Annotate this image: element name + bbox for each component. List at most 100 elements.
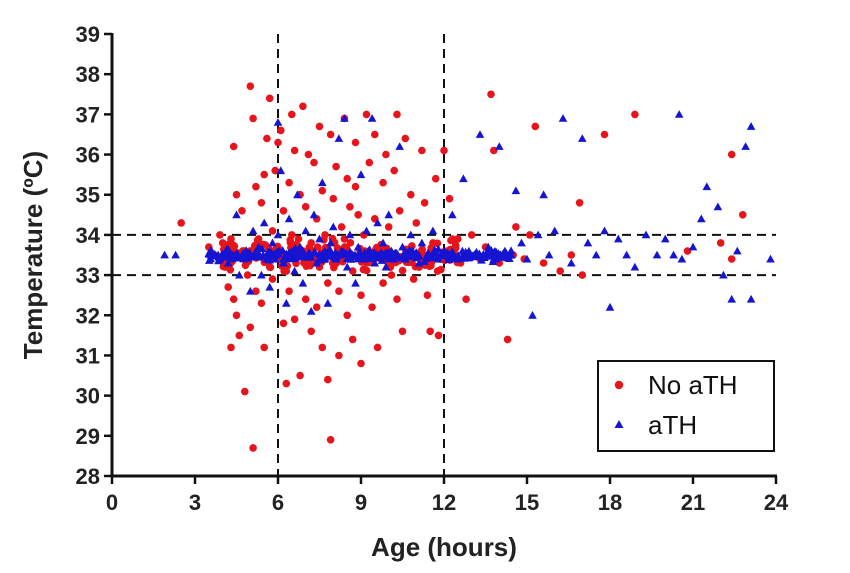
point-ath xyxy=(268,238,277,247)
point-ath xyxy=(329,222,338,231)
point-ath xyxy=(475,130,485,138)
point-ath xyxy=(578,134,587,142)
point-no-ath xyxy=(354,211,363,219)
point-ath xyxy=(412,250,421,259)
point-ath xyxy=(511,186,521,195)
point-no-ath xyxy=(340,243,349,251)
point-ath xyxy=(337,246,346,255)
point-no-ath xyxy=(288,231,296,239)
point-no-ath xyxy=(326,436,335,444)
point-ath xyxy=(384,210,393,219)
point-no-ath xyxy=(218,239,227,247)
point-no-ath xyxy=(306,261,314,270)
point-ath xyxy=(254,248,263,257)
point-no-ath xyxy=(332,162,340,171)
point-ath xyxy=(458,246,467,255)
point-no-ath xyxy=(348,335,357,344)
point-no-ath xyxy=(447,236,455,245)
point-no-ath xyxy=(343,311,352,320)
point-no-ath xyxy=(351,138,360,147)
point-ath xyxy=(276,166,286,175)
x-tick-label: 18 xyxy=(598,490,622,515)
point-ath xyxy=(453,251,463,259)
point-no-ath xyxy=(426,327,435,336)
y-tick-label: 36 xyxy=(76,143,100,168)
point-ath xyxy=(600,226,609,235)
point-no-ath xyxy=(337,223,346,231)
point-no-ath xyxy=(335,351,343,360)
point-ath xyxy=(464,246,474,255)
point-ath xyxy=(295,242,305,251)
x-tick-label: 6 xyxy=(272,490,284,515)
point-ath xyxy=(312,258,321,267)
point-ath xyxy=(583,238,593,247)
point-ath xyxy=(766,254,775,263)
x-axis-label: Age (hours) xyxy=(371,532,517,562)
point-ath xyxy=(550,226,559,235)
point-ath xyxy=(622,250,631,259)
y-tick-label: 28 xyxy=(76,464,100,489)
point-no-ath xyxy=(346,203,354,211)
point-no-ath xyxy=(315,122,324,131)
point-no-ath xyxy=(301,203,310,211)
point-ath xyxy=(258,250,268,259)
point-ath xyxy=(274,248,283,257)
point-no-ath xyxy=(257,299,266,308)
point-no-ath xyxy=(357,291,365,300)
point-no-ath xyxy=(249,114,257,123)
point-no-ath xyxy=(268,227,277,235)
point-no-ath xyxy=(578,271,587,279)
point-no-ath xyxy=(318,343,327,352)
point-no-ath xyxy=(362,266,371,275)
x-tick-label: 15 xyxy=(515,490,539,515)
point-ath xyxy=(248,226,258,235)
point-ath xyxy=(417,238,427,247)
point-no-ath xyxy=(382,150,390,159)
point-ath xyxy=(279,258,288,267)
legend-label-ath: aTH xyxy=(648,410,697,440)
point-ath xyxy=(273,118,283,126)
point-ath xyxy=(235,270,244,279)
point-ath xyxy=(309,210,319,219)
y-tick-label: 29 xyxy=(76,424,100,449)
point-ath xyxy=(345,230,355,239)
point-ath xyxy=(746,122,756,130)
point-no-ath xyxy=(229,142,238,151)
y-tick-label: 30 xyxy=(76,384,100,409)
point-no-ath xyxy=(265,263,274,271)
point-no-ath xyxy=(727,150,736,159)
point-ath xyxy=(318,178,327,187)
point-no-ath xyxy=(351,182,360,191)
point-ath xyxy=(378,238,388,247)
point-no-ath xyxy=(348,267,357,275)
point-ath xyxy=(306,307,316,315)
point-ath xyxy=(669,250,678,259)
point-ath xyxy=(522,254,532,263)
point-ath xyxy=(461,251,471,260)
point-ath xyxy=(605,302,615,311)
y-tick-label: 32 xyxy=(76,303,100,328)
point-no-ath xyxy=(261,241,270,249)
x-tick-label: 0 xyxy=(106,490,118,515)
point-ath xyxy=(558,114,568,122)
point-no-ath xyxy=(330,263,338,272)
point-ath xyxy=(348,250,357,259)
point-no-ath xyxy=(423,291,432,300)
point-no-ath xyxy=(454,235,462,243)
legend-marker-ath xyxy=(614,420,624,428)
point-no-ath xyxy=(512,223,520,231)
point-ath xyxy=(315,234,324,243)
point-no-ath xyxy=(407,190,415,199)
point-ath xyxy=(293,190,302,199)
point-no-ath xyxy=(312,303,321,312)
point-no-ath xyxy=(279,319,288,328)
point-no-ath xyxy=(279,207,288,215)
point-no-ath xyxy=(232,190,241,199)
point-no-ath xyxy=(285,287,293,296)
point-ath xyxy=(215,254,225,263)
point-no-ath xyxy=(401,134,410,143)
point-ath xyxy=(591,250,601,259)
point-ath xyxy=(210,251,219,260)
point-ath xyxy=(423,250,432,259)
